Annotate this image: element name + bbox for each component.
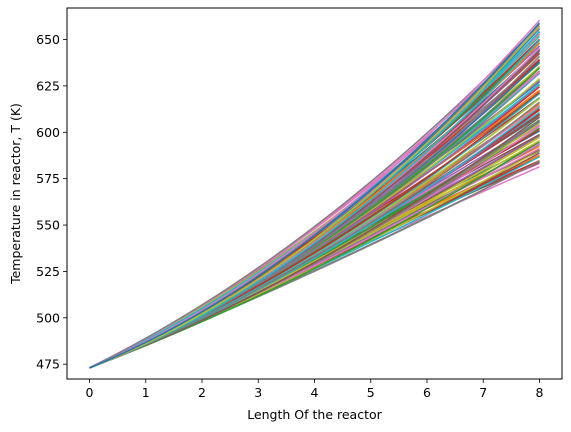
series-line <box>89 116 540 369</box>
series-line <box>89 30 541 369</box>
y-tick-label: 600 <box>36 125 60 140</box>
series-line <box>89 28 541 369</box>
x-tick-label: 4 <box>311 385 319 400</box>
series-line <box>89 35 541 369</box>
series-line <box>89 31 541 369</box>
plot-frame <box>66 7 563 380</box>
x-tick-label: 5 <box>367 385 375 400</box>
x-tick-label: 6 <box>423 385 431 400</box>
series-line <box>89 38 541 369</box>
y-tick-label: 650 <box>36 32 60 47</box>
series-line <box>89 33 541 369</box>
x-axis: 0 1 2 3 4 5 6 7 8 <box>86 379 544 400</box>
series-line <box>89 39 541 369</box>
series-line <box>89 32 541 369</box>
series-line <box>89 25 541 369</box>
y-tick-label: 500 <box>36 310 60 325</box>
x-tick-label: 7 <box>479 385 487 400</box>
y-tick-label: 525 <box>36 264 60 279</box>
series-line <box>89 23 541 369</box>
series-line <box>89 39 541 369</box>
x-tick-label: 0 <box>86 385 94 400</box>
series-line <box>89 19 541 369</box>
series-line <box>89 33 541 369</box>
x-tick-label: 1 <box>142 385 150 400</box>
series-line <box>89 26 541 369</box>
series-line <box>89 81 540 369</box>
y-tick-label: 475 <box>36 357 60 372</box>
series-line <box>89 22 541 369</box>
series-line <box>89 31 541 369</box>
series-group <box>89 19 541 369</box>
x-axis-label: Length Of the reactor <box>247 407 382 422</box>
x-tick-label: 8 <box>536 385 544 400</box>
y-axis: 475 500 525 550 575 600 625 650 <box>36 32 67 372</box>
x-tick-label: 3 <box>254 385 262 400</box>
y-tick-label: 550 <box>36 218 60 233</box>
y-axis-label: Temperature in reactor, T (K) <box>8 103 23 285</box>
y-tick-label: 625 <box>36 78 60 93</box>
y-tick-label: 575 <box>36 171 60 186</box>
x-tick-label: 2 <box>198 385 206 400</box>
